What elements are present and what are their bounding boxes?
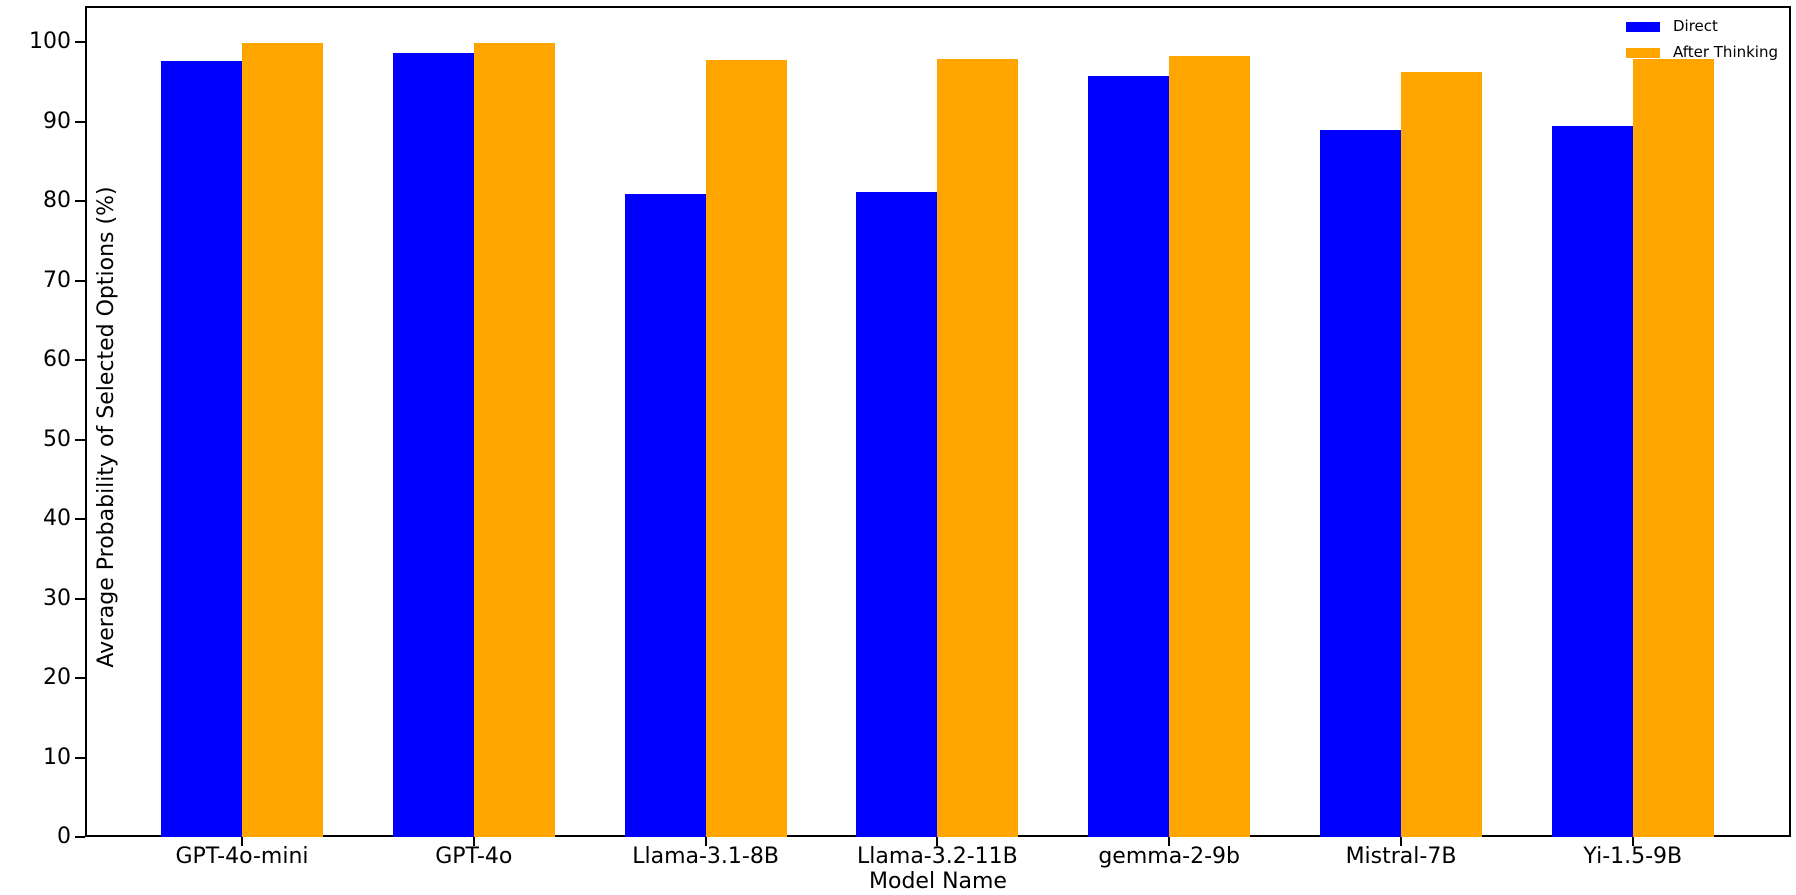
- bar-after-thinking-mistral-7b: [1401, 72, 1482, 837]
- x-tick-label: Mistral-7B: [1345, 844, 1457, 869]
- x-tick-label: GPT-4o-mini: [175, 844, 309, 869]
- y-tick-label: 50: [43, 426, 71, 452]
- x-tick: [936, 837, 939, 846]
- legend-item-after-thinking: After Thinking: [1625, 43, 1778, 61]
- x-tick: [241, 837, 243, 846]
- y-tick-label: 100: [29, 29, 71, 54]
- x-tick: [1168, 837, 1171, 846]
- y-tick: [75, 279, 85, 282]
- bar-direct-gpt-4o: [392, 53, 474, 837]
- legend-swatch-after-thinking: [1625, 47, 1660, 58]
- legend-item-direct: Direct: [1625, 17, 1778, 35]
- y-tick: [75, 359, 85, 361]
- x-tick-label: GPT-4o: [435, 844, 513, 869]
- y-tick-label: 70: [43, 267, 71, 293]
- y-tick: [75, 438, 85, 441]
- x-tick-label: Llama-3.2-11B: [857, 844, 1018, 869]
- legend: Direct After Thinking: [1625, 17, 1778, 61]
- bar-direct-gemma-2-9b: [1088, 76, 1170, 837]
- x-tick-label: gemma-2-9b: [1098, 844, 1241, 869]
- y-tick-label: 0: [57, 824, 71, 849]
- y-tick-label: 60: [43, 347, 71, 372]
- bar-after-thinking-llama-3.1-8b: [705, 60, 787, 837]
- bar-after-thinking-yi-1.5-9b: [1632, 58, 1714, 837]
- x-tick: [472, 837, 475, 846]
- y-tick: [75, 200, 85, 202]
- plot-area: Direct After Thinking Model Name Average …: [29, 6, 1791, 894]
- y-tick-label: 40: [43, 506, 71, 531]
- bar-direct-mistral-7b: [1320, 130, 1401, 837]
- y-tick: [75, 120, 85, 123]
- bar-after-thinking-gpt-4o-mini: [242, 42, 323, 837]
- bar-direct-gpt-4o-mini: [161, 61, 242, 837]
- y-tick-label: 10: [43, 744, 71, 770]
- y-tick-label: 30: [43, 585, 71, 611]
- y-tick-label: 90: [43, 108, 71, 134]
- bar-direct-llama-3.2-11b: [856, 192, 938, 837]
- legend-label: Direct: [1672, 17, 1718, 35]
- bar-after-thinking-llama-3.2-11b: [937, 58, 1019, 837]
- y-tick: [75, 836, 85, 838]
- legend-swatch-direct: [1625, 21, 1660, 32]
- y-tick-label: 20: [43, 665, 71, 690]
- bar-after-thinking-gpt-4o: [473, 42, 555, 837]
- bar-direct-yi-1.5-9b: [1551, 126, 1633, 837]
- x-tick: [704, 837, 707, 846]
- x-tick-label: Yi-1.5-9B: [1583, 844, 1683, 869]
- y-tick: [75, 41, 85, 43]
- x-tick: [1400, 837, 1402, 846]
- y-tick: [75, 756, 85, 759]
- x-tick-label: Llama-3.1-8B: [632, 844, 779, 869]
- y-tick: [75, 677, 85, 679]
- y-tick: [75, 597, 85, 600]
- legend-label: After Thinking: [1672, 43, 1778, 61]
- bar-after-thinking-gemma-2-9b: [1169, 56, 1251, 837]
- x-axis-label: Model Name: [869, 869, 1007, 894]
- y-tick: [75, 518, 85, 520]
- y-tick-label: 80: [43, 188, 71, 213]
- bar-direct-llama-3.1-8b: [624, 193, 706, 837]
- x-tick: [1631, 837, 1634, 846]
- y-axis-label: Average Probability of Selected Options …: [94, 186, 119, 668]
